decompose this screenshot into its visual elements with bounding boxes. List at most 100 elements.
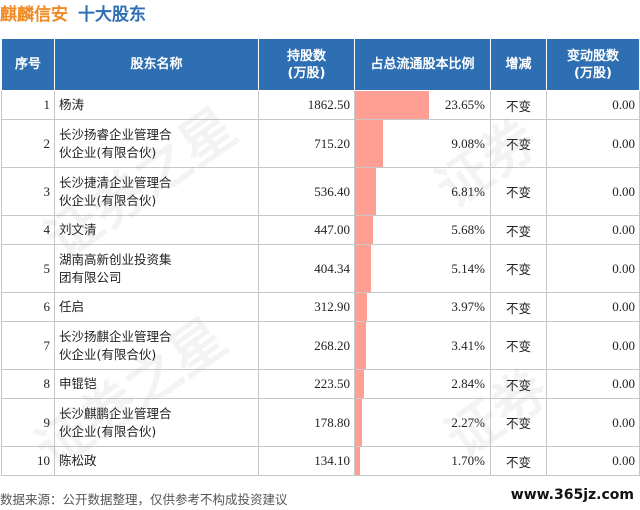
row-shareholder-name: 陈松政 <box>54 446 259 476</box>
ratio-text: 5.68% <box>451 222 485 237</box>
ratio-bar <box>355 168 377 215</box>
row-rank: 4 <box>1 215 55 245</box>
table-row: 1 杨涛 1862.50 23.65% 不变 0.00 <box>1 90 640 120</box>
section-title: 十大股东 <box>78 5 146 25</box>
row-shares: 268.20 <box>258 321 355 370</box>
name-line: 伙企业(有限合伙) <box>59 346 157 362</box>
row-change: 不变 <box>490 119 547 168</box>
ratio-bar <box>355 120 384 167</box>
table-row: 9 长沙麒鹏企业管理合 伙企业(有限合伙) 178.80 2.27% 不变 0.00 <box>1 398 640 447</box>
ratio-text: 9.08% <box>451 135 485 151</box>
row-shareholder-name: 刘文清 <box>54 215 259 245</box>
row-rank: 1 <box>1 90 55 120</box>
column-header-change-shares: 变动股数 (万股) <box>546 38 640 91</box>
ratio-text: 23.65% <box>444 97 485 112</box>
row-ratio: 2.27% <box>354 398 491 447</box>
row-ratio: 3.97% <box>354 292 491 322</box>
row-ratio: 6.81% <box>354 167 491 216</box>
row-shares: 178.80 <box>258 398 355 447</box>
row-shareholder-name: 长沙麒鹏企业管理合 伙企业(有限合伙) <box>54 398 259 447</box>
table-row: 5 湖南高新创业投资集 团有限公司 404.34 5.14% 不变 0.00 <box>1 244 640 293</box>
row-rank: 9 <box>1 398 55 447</box>
name-line: 伙企业(有限合伙) <box>59 192 157 208</box>
row-change-shares: 0.00 <box>546 167 640 216</box>
row-rank: 10 <box>1 446 55 476</box>
row-ratio: 5.68% <box>354 215 491 245</box>
table-row: 7 长沙扬麒企业管理合 伙企业(有限合伙) 268.20 3.41% 不变 0.00 <box>1 321 640 370</box>
table-row: 6 任启 312.90 3.97% 不变 0.00 <box>1 292 640 322</box>
ratio-bar <box>355 245 372 292</box>
ratio-bar <box>355 293 368 321</box>
name-line: 伙企业(有限合伙) <box>59 144 157 160</box>
row-change: 不变 <box>490 215 547 245</box>
row-change: 不变 <box>490 292 547 322</box>
row-change-shares: 0.00 <box>546 244 640 293</box>
ratio-text: 6.81% <box>451 183 485 199</box>
row-change-shares: 0.00 <box>546 119 640 168</box>
row-rank: 2 <box>1 119 55 168</box>
company-name: 麒麟信安 <box>0 5 68 25</box>
row-ratio: 5.14% <box>354 244 491 293</box>
row-change-shares: 0.00 <box>546 215 640 245</box>
row-shareholder-name: 长沙扬麒企业管理合 伙企业(有限合伙) <box>54 321 259 370</box>
row-change: 不变 <box>490 321 547 370</box>
row-shareholder-name: 长沙捷清企业管理合 伙企业(有限合伙) <box>54 167 259 216</box>
row-rank: 6 <box>1 292 55 322</box>
ratio-bar <box>355 91 429 119</box>
table-row: 3 长沙捷清企业管理合 伙企业(有限合伙) 536.40 6.81% 不变 0.00 <box>1 167 640 216</box>
row-change: 不变 <box>490 398 547 447</box>
row-ratio: 9.08% <box>354 119 491 168</box>
row-change-shares: 0.00 <box>546 398 640 447</box>
row-ratio: 1.70% <box>354 446 491 476</box>
name-line: 长沙扬睿企业管理合 <box>59 126 172 142</box>
row-shareholder-name: 杨涛 <box>54 90 259 120</box>
table-row: 4 刘文清 447.00 5.68% 不变 0.00 <box>1 215 640 245</box>
ratio-bar <box>355 322 366 369</box>
name-line: 团有限公司 <box>59 269 122 285</box>
name-line: 湖南高新创业投资集 <box>59 251 172 267</box>
column-header-change: 增减 <box>490 38 547 91</box>
table-header-row: 序号 股东名称 持股数 (万股) 占总流通股本比例 增减 变动股数 (万股) <box>1 38 640 91</box>
ratio-bar <box>355 399 363 446</box>
column-header-shares: 持股数 (万股) <box>258 38 355 91</box>
row-change-shares: 0.00 <box>546 292 640 322</box>
row-rank: 3 <box>1 167 55 216</box>
row-shares: 312.90 <box>258 292 355 322</box>
row-change: 不变 <box>490 446 547 476</box>
row-shareholder-name: 申锟铠 <box>54 369 259 399</box>
ratio-text: 2.27% <box>451 414 485 430</box>
row-shares: 1862.50 <box>258 90 355 120</box>
row-shares: 223.50 <box>258 369 355 399</box>
name-line: 长沙麒鹏企业管理合 <box>59 405 172 421</box>
name-line: 长沙捷清企业管理合 <box>59 174 172 190</box>
row-shares: 447.00 <box>258 215 355 245</box>
row-change-shares: 0.00 <box>546 369 640 399</box>
site-watermark: www.365jz.com <box>510 487 634 503</box>
row-change-shares: 0.00 <box>546 90 640 120</box>
row-change: 不变 <box>490 244 547 293</box>
row-shares: 715.20 <box>258 119 355 168</box>
row-change: 不变 <box>490 167 547 216</box>
column-header-name: 股东名称 <box>54 38 259 91</box>
ratio-text: 3.97% <box>451 299 485 314</box>
row-shareholder-name: 长沙扬睿企业管理合 伙企业(有限合伙) <box>54 119 259 168</box>
row-ratio: 23.65% <box>354 90 491 120</box>
column-header-rank: 序号 <box>1 38 55 91</box>
row-change-shares: 0.00 <box>546 446 640 476</box>
name-line: 长沙扬麒企业管理合 <box>59 328 172 344</box>
shareholders-table: 序号 股东名称 持股数 (万股) 占总流通股本比例 增减 变动股数 (万股) 1… <box>1 38 640 476</box>
table-row: 8 申锟铠 223.50 2.84% 不变 0.00 <box>1 369 640 399</box>
page-title: 麒麟信安 十大股东 <box>0 2 146 28</box>
row-shareholder-name: 任启 <box>54 292 259 322</box>
ratio-bar <box>355 370 364 398</box>
table-row: 2 长沙扬睿企业管理合 伙企业(有限合伙) 715.20 9.08% 不变 0.00 <box>1 119 640 168</box>
ratio-text: 3.41% <box>451 337 485 353</box>
row-ratio: 3.41% <box>354 321 491 370</box>
row-change: 不变 <box>490 90 547 120</box>
row-shareholder-name: 湖南高新创业投资集 团有限公司 <box>54 244 259 293</box>
column-header-ratio: 占总流通股本比例 <box>354 38 491 91</box>
row-ratio: 2.84% <box>354 369 491 399</box>
row-change: 不变 <box>490 369 547 399</box>
row-rank: 5 <box>1 244 55 293</box>
data-source-note: 数据来源：公开数据整理，仅供参考不构成投资建议 <box>0 492 288 507</box>
